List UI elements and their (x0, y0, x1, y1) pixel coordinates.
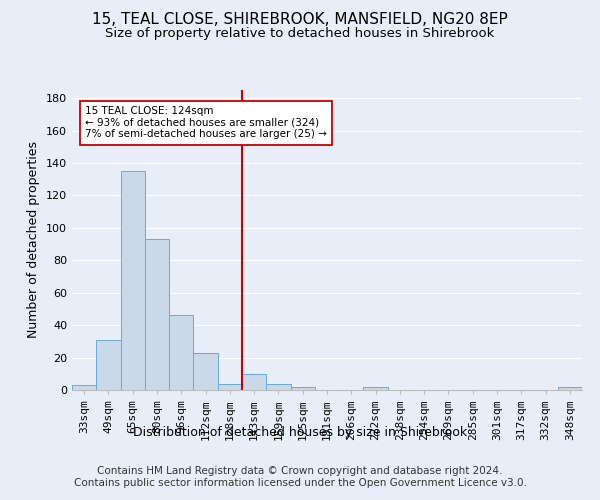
Bar (266, 384, 290, 390)
Bar (290, 387, 315, 390)
Text: 15, TEAL CLOSE, SHIREBROOK, MANSFIELD, NG20 8EP: 15, TEAL CLOSE, SHIREBROOK, MANSFIELD, N… (92, 12, 508, 28)
Bar (218, 384, 242, 390)
Bar (242, 374, 266, 390)
Text: Size of property relative to detached houses in Shirebrook: Size of property relative to detached ho… (106, 28, 494, 40)
Bar (193, 352, 218, 390)
Bar (558, 387, 582, 390)
Text: 15 TEAL CLOSE: 124sqm
← 93% of detached houses are smaller (324)
7% of semi-deta: 15 TEAL CLOSE: 124sqm ← 93% of detached … (85, 106, 327, 140)
Bar (169, 316, 193, 390)
Bar (72, 385, 96, 390)
Y-axis label: Number of detached properties: Number of detached properties (28, 142, 40, 338)
Bar (364, 387, 388, 390)
Bar (121, 171, 145, 390)
Text: Distribution of detached houses by size in Shirebrook: Distribution of detached houses by size … (133, 426, 467, 439)
Bar (96, 340, 121, 390)
Text: Contains HM Land Registry data © Crown copyright and database right 2024.
Contai: Contains HM Land Registry data © Crown c… (74, 466, 526, 487)
Bar (145, 239, 169, 390)
